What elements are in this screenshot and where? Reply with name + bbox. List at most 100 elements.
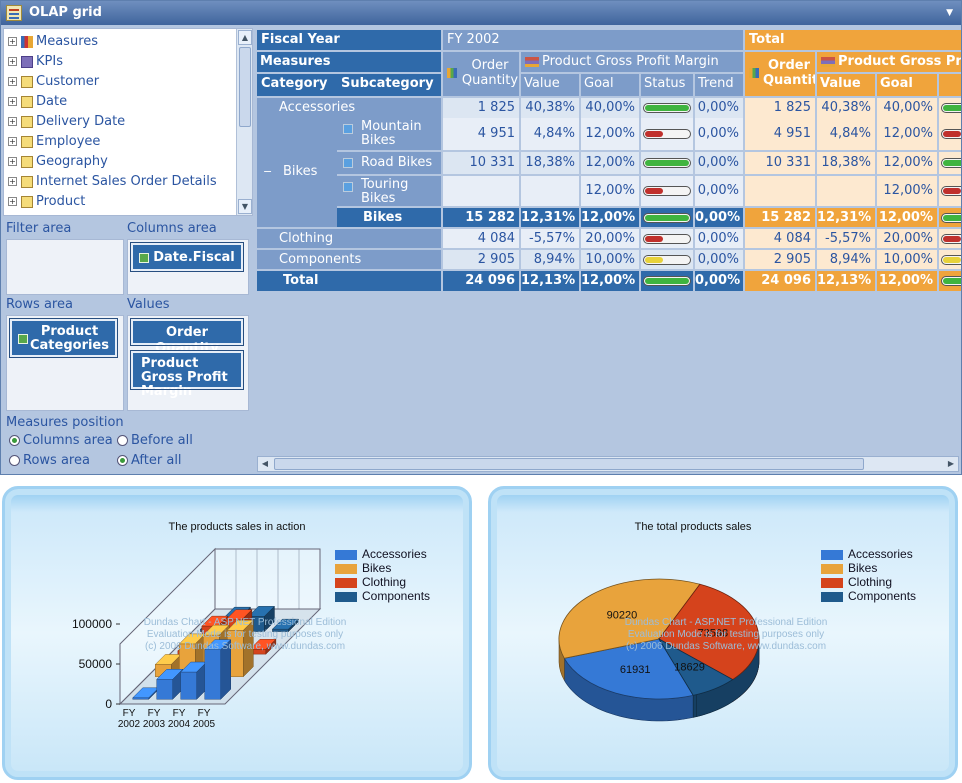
status-header[interactable]: Status bbox=[641, 74, 693, 96]
total-order-quantity-cell[interactable]: 15 282 bbox=[745, 208, 815, 227]
category-cell-accessories[interactable]: Accessories bbox=[257, 98, 441, 118]
total-goal-cell[interactable]: 12,00% bbox=[877, 271, 937, 291]
trend-cell[interactable]: 0,00% bbox=[695, 208, 743, 227]
total-goal-cell[interactable]: 12,00% bbox=[877, 118, 937, 150]
menu-dropdown-icon[interactable]: ▼ bbox=[946, 8, 953, 18]
value-header[interactable]: Value bbox=[521, 74, 579, 96]
trend-header[interactable]: Trend bbox=[695, 74, 743, 96]
expand-icon[interactable]: + bbox=[8, 157, 17, 166]
order-quantity-cell[interactable] bbox=[443, 176, 519, 206]
value-cell[interactable]: -5,57% bbox=[521, 229, 579, 248]
goal-cell[interactable]: 20,00% bbox=[581, 229, 639, 248]
scroll-thumb[interactable] bbox=[239, 47, 251, 127]
total-goal-cell[interactable]: 10,00% bbox=[877, 250, 937, 269]
status-cell[interactable] bbox=[641, 152, 693, 174]
trend-cell[interactable]: 0,00% bbox=[695, 176, 743, 206]
tree-item[interactable]: + Measures bbox=[8, 32, 98, 52]
tree-item[interactable]: + Internet Sales Order Details bbox=[8, 172, 217, 192]
collapse-icon[interactable]: − bbox=[263, 165, 273, 178]
status-cell[interactable] bbox=[641, 250, 693, 269]
grid-hscrollbar[interactable]: ◀ ▶ bbox=[257, 456, 959, 472]
trend-cell[interactable]: 0,00% bbox=[695, 118, 743, 150]
expand-icon[interactable]: + bbox=[8, 137, 17, 146]
value-cell[interactable]: 4,84% bbox=[521, 118, 579, 150]
filter-area[interactable] bbox=[6, 239, 124, 295]
total-status-cell[interactable] bbox=[939, 271, 961, 291]
total-order-quantity-cell[interactable]: 24 096 bbox=[745, 271, 815, 291]
subcategory-cell[interactable]: Road Bikes bbox=[337, 152, 441, 174]
status-cell[interactable] bbox=[641, 208, 693, 227]
total-column-header[interactable]: Total bbox=[745, 30, 961, 50]
goal-cell[interactable]: 10,00% bbox=[581, 250, 639, 269]
expand-icon[interactable]: + bbox=[8, 37, 17, 46]
trend-cell[interactable]: 0,00% bbox=[695, 152, 743, 174]
total-order-quantity-cell[interactable]: 10 331 bbox=[745, 152, 815, 174]
total-order-quantity-cell[interactable]: 1 825 bbox=[745, 98, 815, 118]
category-cell-clothing[interactable]: Clothing bbox=[257, 229, 441, 248]
category-cell-components[interactable]: Components bbox=[257, 250, 441, 269]
total-status-header[interactable] bbox=[939, 74, 961, 96]
total-status-cell[interactable] bbox=[939, 118, 961, 150]
goal-cell[interactable]: 12,00% bbox=[581, 271, 639, 291]
total-status-cell[interactable] bbox=[939, 176, 961, 206]
order-quantity-cell[interactable]: 4 951 bbox=[443, 118, 519, 150]
subcategory-cell[interactable]: Mountain Bikes bbox=[337, 118, 441, 150]
value-cell[interactable]: 12,13% bbox=[521, 271, 579, 291]
value-field-order-quantity[interactable]: Order Quantity bbox=[130, 318, 244, 356]
tree-item[interactable]: + Product bbox=[8, 192, 85, 212]
total-value-cell[interactable]: 40,38% bbox=[817, 98, 875, 118]
trend-cell[interactable]: 0,00% bbox=[695, 250, 743, 269]
total-value-cell[interactable]: 12,13% bbox=[817, 271, 875, 291]
expand-icon[interactable]: + bbox=[8, 97, 17, 106]
total-goal-cell[interactable]: 12,00% bbox=[877, 152, 937, 174]
order-quantity-cell[interactable]: 2 905 bbox=[443, 250, 519, 269]
value-cell[interactable]: 8,94% bbox=[521, 250, 579, 269]
total-order-quantity-cell[interactable]: 4 951 bbox=[745, 118, 815, 150]
total-value-cell[interactable]: -5,57% bbox=[817, 229, 875, 248]
status-cell[interactable] bbox=[641, 271, 693, 291]
total-value-cell[interactable]: 4,84% bbox=[817, 118, 875, 150]
value-cell[interactable]: 40,38% bbox=[521, 98, 579, 118]
tree-item[interactable]: + Customer bbox=[8, 72, 99, 92]
expand-icon[interactable]: + bbox=[8, 57, 17, 66]
radio-after-all[interactable]: After all bbox=[117, 453, 182, 469]
total-value-cell[interactable]: 8,94% bbox=[817, 250, 875, 269]
total-goal-cell[interactable]: 20,00% bbox=[877, 229, 937, 248]
fiscal-year-header[interactable]: Fiscal Year bbox=[257, 30, 441, 50]
subcategory-cell[interactable]: Touring Bikes bbox=[337, 176, 441, 206]
scroll-up-icon[interactable]: ▲ bbox=[238, 30, 252, 45]
total-status-cell[interactable] bbox=[939, 98, 961, 118]
pgpm-header[interactable]: Product Gross Profit Margin bbox=[521, 52, 743, 72]
total-pgpm-header[interactable]: Product Gross Profit Margin bbox=[817, 52, 961, 72]
category-cell-bikes[interactable]: Bikes − bbox=[257, 118, 337, 227]
rows-field-button[interactable]: Product Categories bbox=[9, 318, 118, 358]
total-value-header[interactable]: Value bbox=[817, 74, 875, 96]
total-goal-cell[interactable]: 12,00% bbox=[877, 208, 937, 227]
trend-cell[interactable]: 0,00% bbox=[695, 98, 743, 118]
total-status-cell[interactable] bbox=[939, 208, 961, 227]
category-header[interactable]: Category bbox=[257, 74, 337, 96]
goal-header[interactable]: Goal bbox=[581, 74, 639, 96]
goal-cell[interactable]: 40,00% bbox=[581, 98, 639, 118]
total-value-cell[interactable]: 18,38% bbox=[817, 152, 875, 174]
order-quantity-cell[interactable]: 15 282 bbox=[443, 208, 519, 227]
values-area[interactable]: Order Quantity Product Gross Profit Marg… bbox=[127, 315, 249, 411]
order-quantity-cell[interactable]: 10 331 bbox=[443, 152, 519, 174]
radio-columns-area[interactable]: Columns area bbox=[9, 433, 113, 449]
tree-item[interactable]: + Geography bbox=[8, 152, 108, 172]
scroll-thumb[interactable] bbox=[274, 458, 864, 470]
value-cell[interactable]: 12,31% bbox=[521, 208, 579, 227]
status-cell[interactable] bbox=[641, 176, 693, 206]
status-cell[interactable] bbox=[641, 118, 693, 150]
goal-cell[interactable]: 12,00% bbox=[581, 208, 639, 227]
goal-cell[interactable]: 12,00% bbox=[581, 152, 639, 174]
rows-area[interactable]: Product Categories bbox=[6, 315, 124, 411]
total-goal-cell[interactable]: 40,00% bbox=[877, 98, 937, 118]
radio-rows-area[interactable]: Rows area bbox=[9, 453, 90, 469]
tree-item[interactable]: + KPIs bbox=[8, 52, 63, 72]
total-order-quantity-cell[interactable]: 2 905 bbox=[745, 250, 815, 269]
total-goal-cell[interactable]: 12,00% bbox=[877, 176, 937, 206]
total-status-cell[interactable] bbox=[939, 229, 961, 248]
expand-icon[interactable]: + bbox=[8, 117, 17, 126]
total-status-cell[interactable] bbox=[939, 250, 961, 269]
